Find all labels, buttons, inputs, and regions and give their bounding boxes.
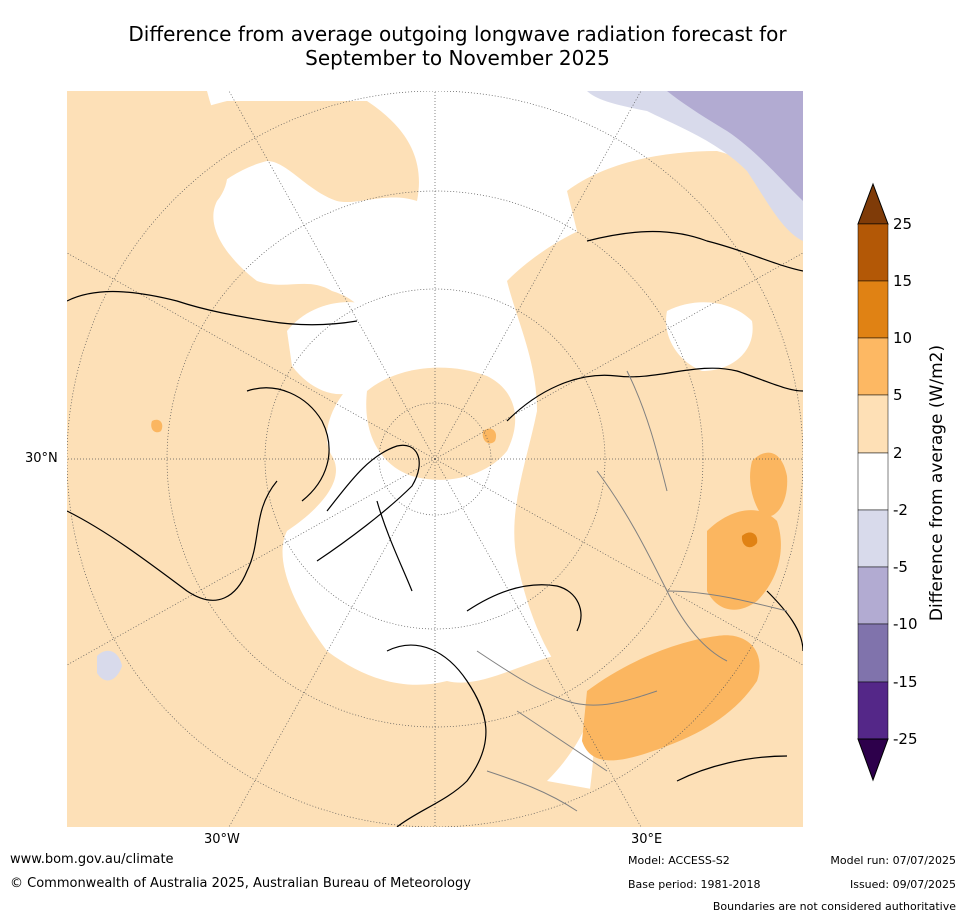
colorbar-bin-neg-15-25 <box>857 681 889 740</box>
chart-title: Difference from average outgoing longwav… <box>60 22 855 70</box>
colorbar-tick: 5 <box>893 386 903 404</box>
anomaly-region-5-10-pacific <box>151 419 163 433</box>
anomaly-region-neg-pacific <box>97 650 122 681</box>
footer-url: www.bom.gov.au/climate <box>10 852 174 867</box>
colorbar <box>857 182 889 782</box>
lat-label-30n: 30°N <box>25 451 58 466</box>
title-line-2: September to November 2025 <box>305 46 610 70</box>
colorbar-tick: -25 <box>893 730 918 748</box>
colorbar-extend-top <box>857 182 889 225</box>
footer-disclaimer: Boundaries are not considered authoritat… <box>712 900 956 913</box>
colorbar-bin-neutral <box>857 452 889 511</box>
colorbar-tick: 15 <box>893 272 913 290</box>
colorbar-bin-neg-5-10 <box>857 566 889 625</box>
anomaly-region-5-10-siberia <box>482 428 497 444</box>
footer-model: Model: ACCESS-S2 <box>628 854 730 867</box>
footer-model-run: Model run: 07/07/2025 <box>830 854 956 867</box>
forecast-map <box>67 91 803 827</box>
anomaly-region-5-10-east-asia <box>707 510 781 610</box>
coastlines <box>67 230 803 827</box>
near-average-atlantic <box>307 536 408 642</box>
map-svg <box>67 91 803 827</box>
country-borders <box>476 370 788 812</box>
colorbar-tick: -5 <box>893 558 908 576</box>
graticule <box>67 91 803 827</box>
colorbar-bin-10-15 <box>857 280 889 339</box>
colorbar-bin-neg-10-15 <box>857 623 889 683</box>
colorbar-tick: -2 <box>893 501 908 519</box>
colorbar-title: Difference from average (W/m2) <box>927 344 947 622</box>
anomaly-region-5-10-east-asia-north <box>750 452 788 517</box>
colorbar-tick: 2 <box>893 444 903 462</box>
near-average-kara <box>666 302 753 371</box>
footer-copyright: © Commonwealth of Australia 2025, Austra… <box>10 876 471 891</box>
footer-issued: Issued: 09/07/2025 <box>849 878 956 891</box>
anomaly-region-5-10-central-asia <box>582 635 760 761</box>
colorbar-tick: 25 <box>893 215 913 233</box>
anomaly-region-2-5-west <box>67 91 803 827</box>
footer-base-period: Base period: 1981-2018 <box>628 878 761 891</box>
colorbar-tick: -10 <box>893 615 918 633</box>
colorbar-bin-5-10 <box>857 337 889 396</box>
colorbar-extend-bottom <box>857 738 889 782</box>
colorbar-bin-2-5 <box>857 394 889 454</box>
lon-label-30w: 30°W <box>204 832 240 847</box>
colorbar-bin-15-25 <box>857 223 889 282</box>
anomaly-region-10-15 <box>741 532 758 548</box>
anomaly-region-2-5-arctic <box>366 367 516 480</box>
colorbar-tick: 10 <box>893 329 913 347</box>
anomaly-region-2-5-siberia <box>567 151 803 271</box>
title-line-1: Difference from average outgoing longwav… <box>128 22 787 46</box>
lon-label-30e: 30°E <box>631 832 663 847</box>
colorbar-tick: -15 <box>893 673 918 691</box>
anomaly-region-neg-5-10 <box>667 91 803 201</box>
colorbar-bin-neg-2-5 <box>857 509 889 568</box>
anomaly-region-2-5-north <box>107 101 419 235</box>
